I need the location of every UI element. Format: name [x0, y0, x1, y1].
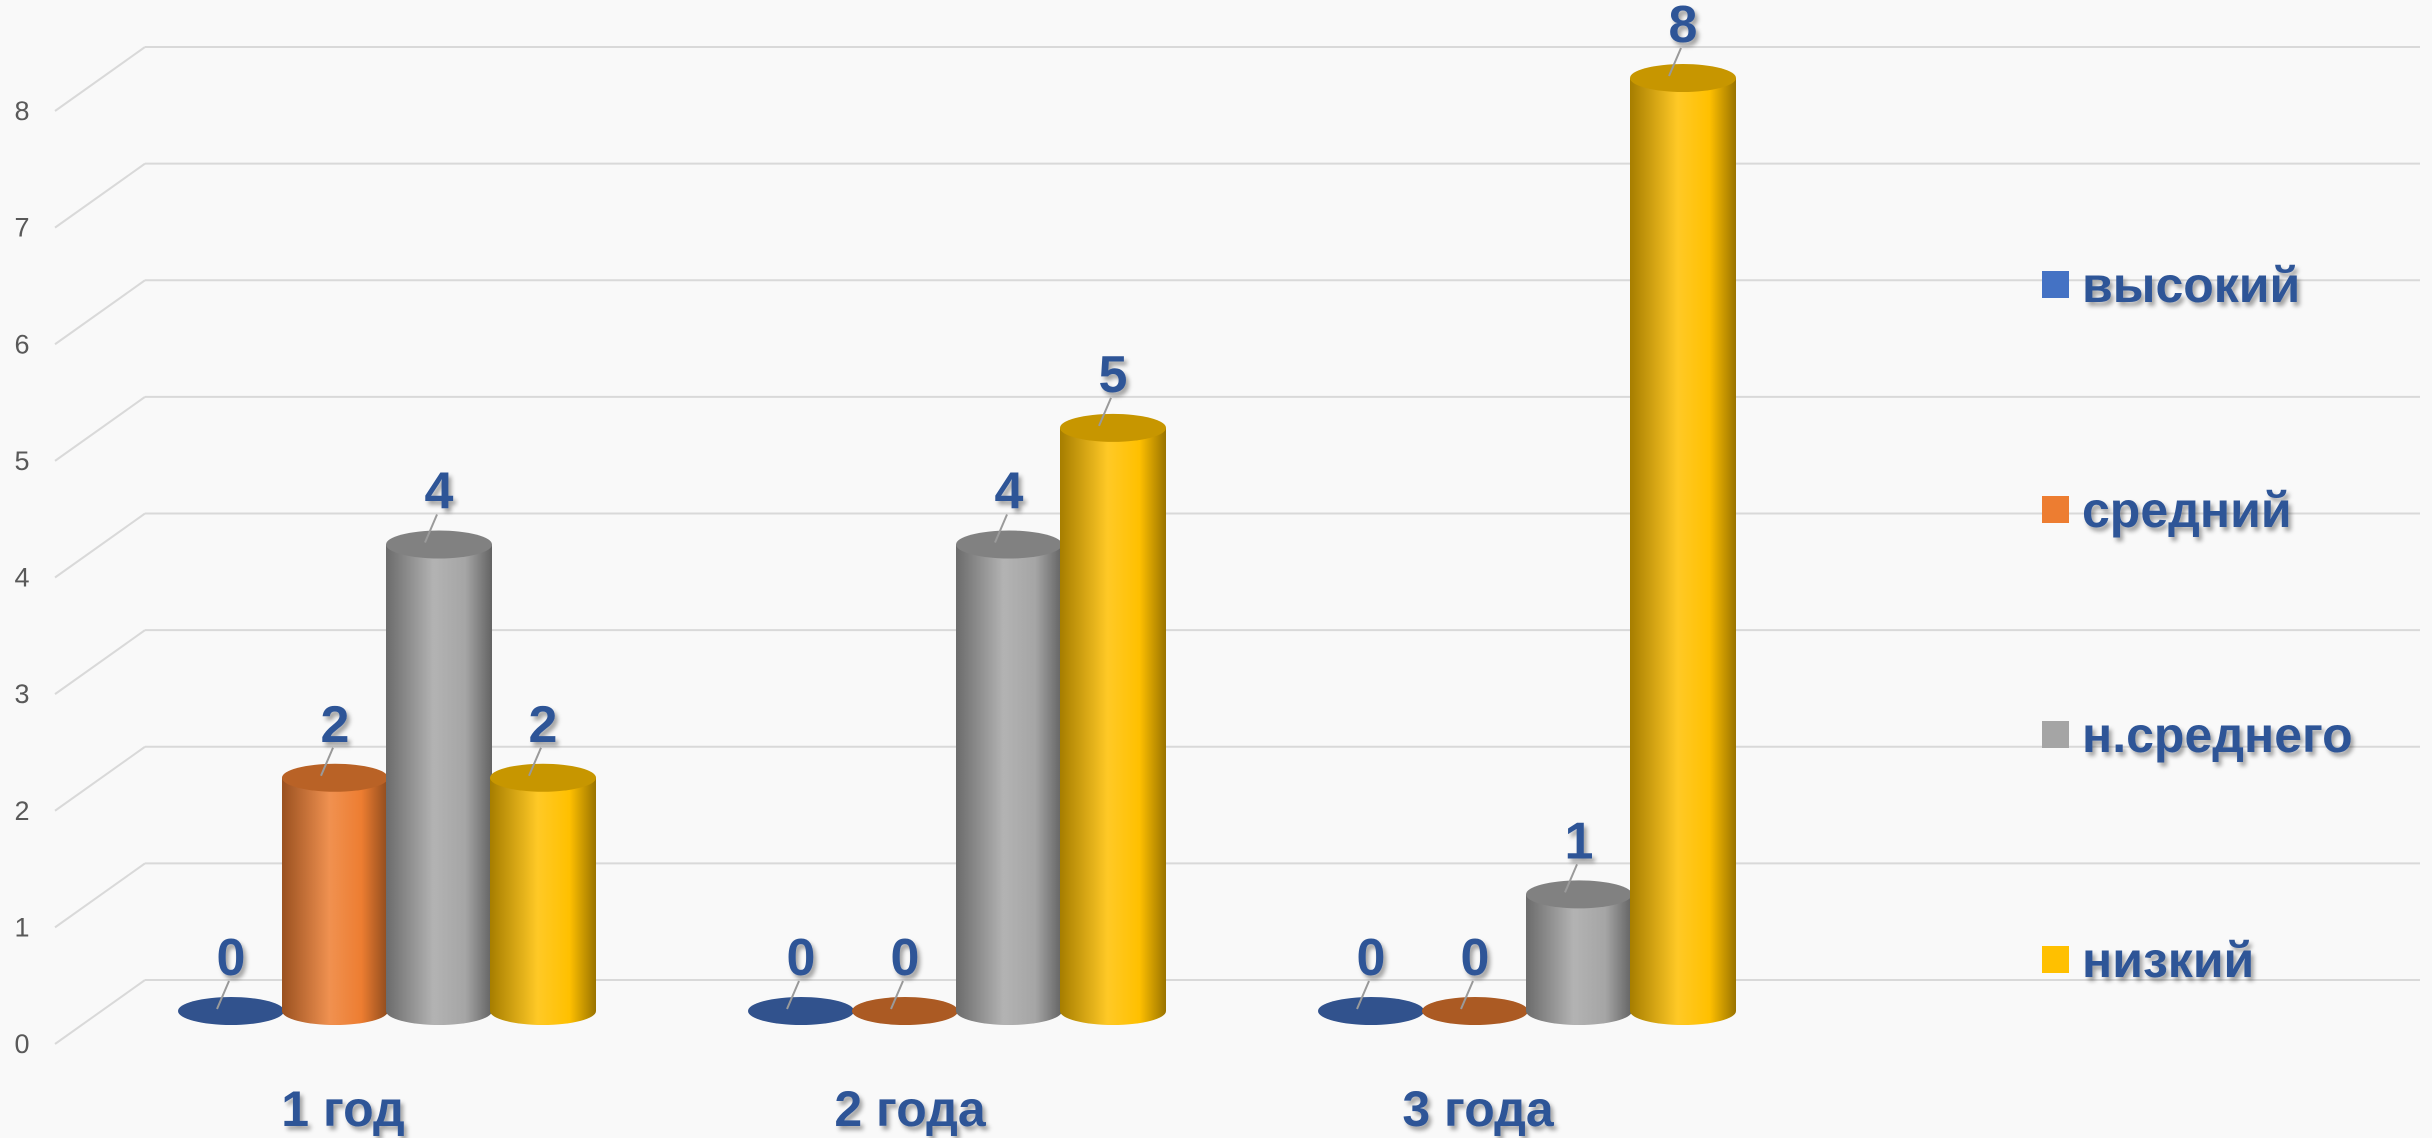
bar: [282, 763, 388, 1025]
y-tick-label: 1: [14, 912, 29, 942]
legend-label: низкий: [2082, 932, 2254, 988]
legend: высокий средний н.среднего низкий: [2042, 257, 2353, 988]
y-axis: 0 1 2 3 4 5 6 7 8: [14, 96, 29, 1059]
data-label: 0: [217, 929, 246, 987]
y-tick-label: 6: [14, 329, 29, 359]
bar: [1422, 997, 1528, 1025]
data-label: 2: [529, 696, 558, 754]
data-label: 5: [1099, 346, 1128, 404]
gridline-depth: [54, 46, 146, 112]
legend-swatch: [2042, 721, 2069, 748]
bar-disk: [852, 997, 958, 1025]
bar: [956, 530, 1062, 1025]
label-leader: [786, 980, 800, 1010]
gridline-depth: [54, 162, 146, 229]
legend-swatch: [2042, 496, 2069, 523]
label-leader: [1356, 980, 1370, 1010]
legend-label: н.среднего: [2082, 707, 2353, 763]
bar-disk: [748, 997, 854, 1025]
label-leader: [320, 747, 334, 777]
y-tick-label: 7: [14, 213, 29, 243]
label-leader: [424, 514, 438, 543]
y-tick-label: 5: [14, 446, 29, 476]
bar-top: [490, 763, 596, 792]
bar-top: [1060, 413, 1166, 442]
bar-body: [956, 544, 1062, 1025]
bar-top: [386, 530, 492, 559]
label-leader: [1098, 397, 1112, 427]
gridline-depth: [54, 745, 146, 812]
bar-body: [1630, 78, 1736, 1025]
data-label: 4: [995, 463, 1024, 521]
legend-swatch: [2042, 946, 2069, 973]
bars: 0 2 4 2 0 0 4 5 0 0 1 8: [178, 0, 1736, 1025]
gridline-depth: [54, 279, 146, 346]
y-tick-label: 2: [14, 796, 29, 826]
bar-disk: [178, 997, 284, 1025]
data-label: 1: [1565, 812, 1594, 870]
bar: [386, 530, 492, 1025]
data-label: 0: [891, 929, 920, 987]
bar: [490, 763, 596, 1025]
bar: [1526, 880, 1632, 1025]
label-leader: [1460, 980, 1474, 1010]
bar: [178, 997, 284, 1025]
y-tick-label: 4: [14, 563, 29, 593]
gridline-depth: [54, 396, 146, 462]
bar-body: [490, 777, 596, 1025]
y-tick-label: 0: [14, 1029, 29, 1059]
bar: [1318, 997, 1424, 1025]
data-label: 0: [1461, 929, 1490, 987]
gridlines: [54, 46, 2420, 1045]
bar-body: [386, 544, 492, 1025]
bar: [852, 997, 958, 1025]
y-tick-label: 8: [14, 96, 29, 126]
legend-label: средний: [2082, 482, 2292, 538]
bar-top: [1526, 880, 1632, 909]
data-label: 4: [425, 463, 454, 521]
x-category-label: 3 года: [1402, 1081, 1554, 1137]
bar-body: [1526, 894, 1632, 1025]
x-category-label: 1 год: [281, 1081, 405, 1137]
legend-swatch: [2042, 271, 2069, 298]
bar: [748, 997, 854, 1025]
bar-disk: [1318, 997, 1424, 1025]
bar: [1060, 413, 1166, 1025]
data-label: 0: [1357, 929, 1386, 987]
bar-body: [1060, 427, 1166, 1025]
gridline-depth: [54, 512, 146, 579]
legend-label: высокий: [2082, 257, 2300, 313]
y-tick-label: 3: [14, 679, 29, 709]
x-axis: 1 год 2 года 3 года: [281, 1081, 1555, 1137]
label-leader: [994, 514, 1008, 543]
label-leader: [1564, 863, 1578, 893]
gridline-depth: [54, 862, 146, 929]
label-leader: [890, 980, 904, 1010]
label-leader: [216, 980, 230, 1010]
gridline-depth: [54, 629, 146, 695]
data-label: 2: [321, 696, 350, 754]
label-leader: [528, 747, 542, 777]
label-leader: [1668, 47, 1682, 77]
data-label: 8: [1669, 0, 1698, 54]
bar-body: [282, 777, 388, 1025]
gridline-depth: [54, 979, 146, 1045]
bar: [1630, 64, 1736, 1025]
bar-top: [956, 530, 1062, 559]
data-label: 0: [787, 929, 816, 987]
bar-top: [1630, 64, 1736, 92]
bar-disk: [1422, 997, 1528, 1025]
x-category-label: 2 года: [834, 1081, 986, 1137]
bar-top: [282, 763, 388, 792]
